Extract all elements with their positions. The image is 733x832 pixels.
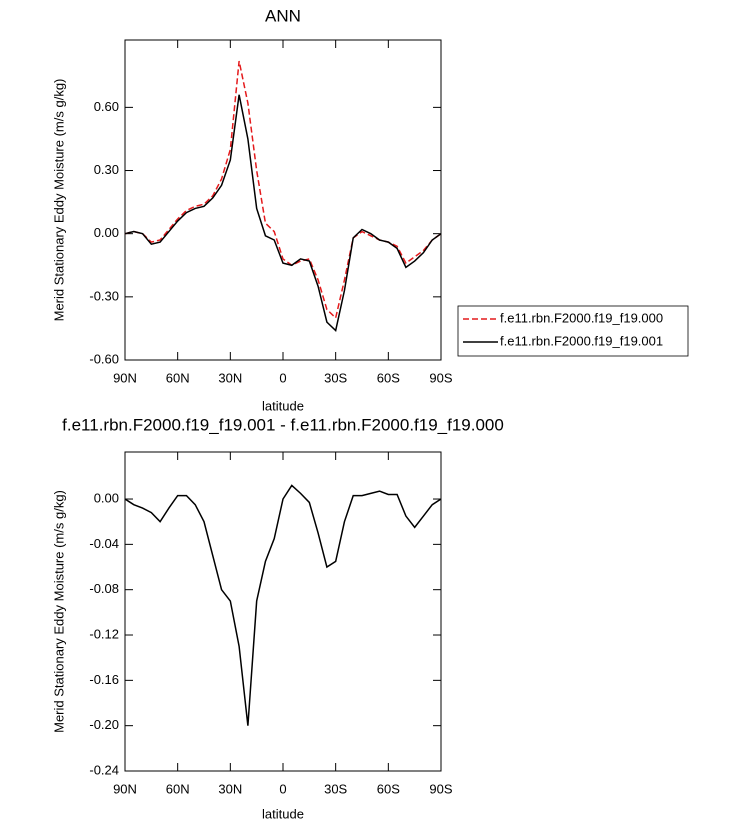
y-tick-label: -0.20 [89,717,119,732]
x-tick-label: 0 [279,781,286,796]
plot-frame [124,39,442,361]
y-tick-label: -0.08 [89,581,119,596]
x-tick-label: 90N [113,781,137,796]
x-axis-label: latitude [262,806,304,821]
y-tick-label: -0.24 [89,762,119,777]
x-tick-label: 60S [377,370,400,385]
x-tick-label: 30S [324,781,347,796]
y-tick-label: -0.60 [89,351,119,366]
chart-title: ANN [265,6,301,25]
x-tick-label: 90S [429,781,452,796]
x-tick-label: 30S [324,370,347,385]
y-tick-label: -0.30 [89,288,119,303]
x-tick-label: 30N [218,370,242,385]
x-tick-label: 90N [113,370,137,385]
y-axis-label: Merid Stationary Eddy Moisture (m/s g/kg… [51,79,66,322]
x-axis-label: latitude [262,398,304,413]
y-tick-label: 0.60 [94,99,119,114]
x-tick-label: 60N [166,370,190,385]
series-line [124,484,442,726]
legend-box [457,305,689,357]
x-tick-label: 60S [377,781,400,796]
series-line [124,60,442,320]
y-axis-label: Merid Stationary Eddy Moisture (m/s g/kg… [51,490,66,733]
x-tick-label: 30N [218,781,242,796]
y-tick-label: -0.04 [89,536,119,551]
x-tick-label: 90S [429,370,452,385]
x-tick-label: 0 [279,370,286,385]
y-tick-label: 0.00 [94,225,119,240]
y-tick-label: 0.30 [94,162,119,177]
y-tick-label: 0.00 [94,490,119,505]
chart-title: f.e11.rbn.F2000.f19_f19.001 - f.e11.rbn.… [62,415,504,434]
legend-label: f.e11.rbn.F2000.f19_f19.000 [500,310,663,325]
legend-label: f.e11.rbn.F2000.f19_f19.001 [500,333,663,348]
y-tick-label: -0.16 [89,672,119,687]
series-line [124,94,442,332]
y-tick-label: -0.12 [89,626,119,641]
x-tick-label: 60N [166,781,190,796]
